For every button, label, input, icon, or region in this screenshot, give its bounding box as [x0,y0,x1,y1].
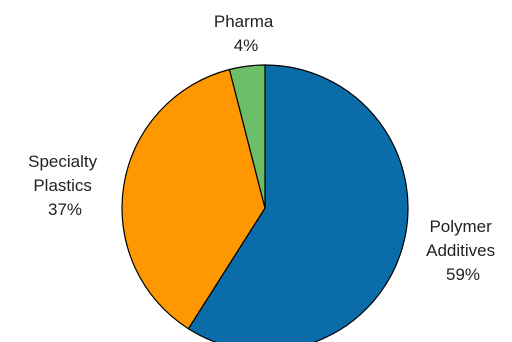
slice-label-line: Specialty [28,152,97,171]
slice-label-line: Plastics [33,176,92,195]
pie-slice-specialty-plastics [121,68,266,330]
slice-label-specialty-plastics: Specialty Plastics 37% [28,152,102,219]
slice-label-line: Polymer [429,217,492,236]
pie-slice-polymer-additives [187,64,409,342]
slice-percent-label: 59% [446,265,480,284]
slice-percent-label: 37% [48,200,82,219]
slice-label-pharma: Pharma 4% [214,12,278,55]
slice-label-polymer-additives: Polymer Additives 59% [426,217,500,284]
slice-percent-label: 4% [234,36,259,55]
slice-label-line: Additives [426,241,495,260]
slice-label-line: Pharma [214,12,274,31]
pie-slices [121,64,409,342]
pie-slice-pharma [228,64,266,209]
